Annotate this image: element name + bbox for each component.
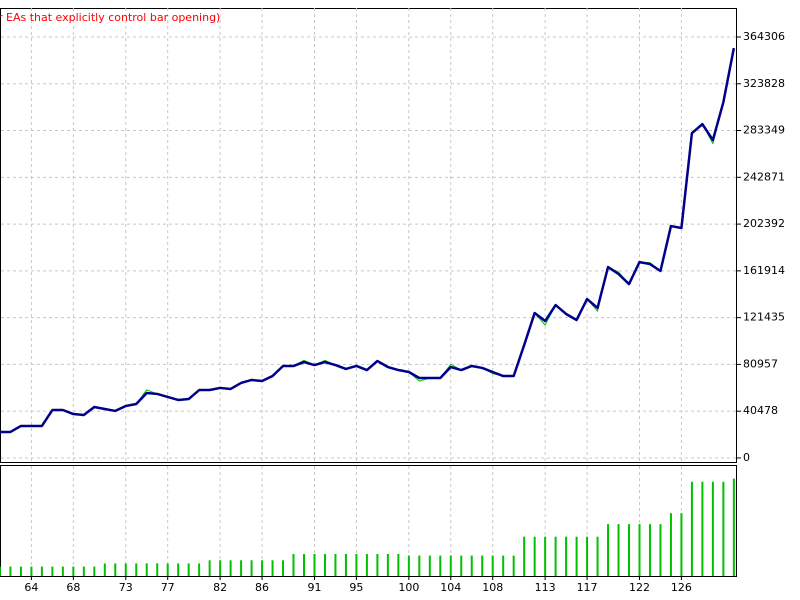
x-tick-label: 122 (629, 581, 650, 594)
main-panel (0, 8, 737, 463)
x-tick-label: 64 (24, 581, 38, 594)
x-tick-label: 91 (307, 581, 321, 594)
x-tick-label: 77 (161, 581, 175, 594)
y-tick-label: 0 (743, 451, 750, 464)
x-tick-label: 68 (66, 581, 80, 594)
x-tick-label: 126 (671, 581, 692, 594)
x-tick-label: 113 (535, 581, 556, 594)
line-series (0, 47, 736, 434)
x-tick-label: 73 (119, 581, 133, 594)
chart-title: r EAs that explicitly control bar openin… (0, 11, 220, 24)
y-tick-label: 323828 (743, 77, 785, 90)
x-tick-label: 108 (482, 581, 503, 594)
y-tick-label: 80957 (743, 357, 778, 370)
x-tick-label: 95 (349, 581, 363, 594)
x-tick-label: 104 (440, 581, 461, 594)
x-tick-label: 100 (398, 581, 419, 594)
x-tick-label: 86 (255, 581, 269, 594)
y-tick-label: 364306 (743, 30, 785, 43)
y-tick-label: 242871 (743, 170, 785, 183)
line-series (0, 48, 735, 433)
x-tick-label: 117 (577, 581, 598, 594)
x-tick-label: 82 (213, 581, 227, 594)
y-tick-label: 161914 (743, 264, 785, 277)
y-tick-label: 40478 (743, 404, 778, 417)
y-tick-label: 283349 (743, 124, 785, 137)
y-tick-label: 202392 (743, 217, 785, 230)
volume-panel (0, 465, 737, 577)
y-tick-label: 121435 (743, 311, 785, 324)
